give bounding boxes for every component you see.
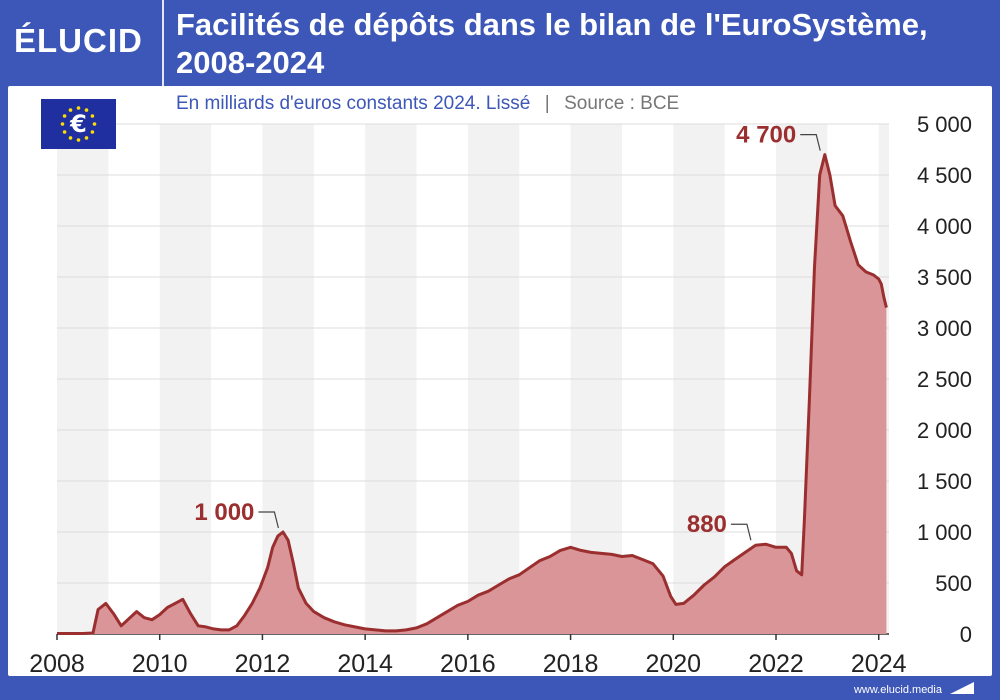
flag-star [90,114,95,118]
y-tick-label: 2 000 [917,418,972,443]
header-divider [162,0,164,86]
flag-star [62,114,67,118]
flag-star [84,136,89,140]
y-tick-label: 0 [960,622,972,647]
annotation-leader [800,134,821,151]
subtitle-source: Source : BCE [564,93,679,114]
flag-star [76,138,81,142]
annotation-label: 880 [687,511,727,538]
flag-star [76,106,81,110]
x-tick-label: 2012 [235,650,291,678]
x-tick-label: 2024 [851,650,907,678]
flag-star [68,136,73,140]
y-tick-label: 4 500 [917,163,972,188]
header: ÉLUCID Facilités de dépôts dans le bilan… [0,0,1000,86]
eu-flag-euro-icon: € [41,99,116,149]
annotation-leader [258,511,279,529]
y-tick-label: 1 500 [917,469,972,494]
series-line [57,153,888,635]
chart-title-line1: Facilités de dépôts dans le bilan de l'E… [176,7,928,42]
y-tick-label: 2 500 [917,367,972,392]
x-tick-label: 2008 [29,650,85,678]
x-tick-label: 2010 [132,650,188,678]
x-tick-label: 2016 [440,650,496,678]
gridlines [57,123,889,635]
x-tick-label: 2020 [645,650,701,678]
footer-url[interactable]: www.elucid.media [853,684,942,696]
y-tick-label: 4 000 [917,214,972,239]
y-tick-label: 3 500 [917,265,972,290]
x-tick-label: 2022 [748,650,804,678]
y-tick-label: 500 [935,571,972,596]
annotation-label: 1 000 [194,499,254,526]
flag-star [68,108,73,112]
x-tick-label: 2018 [543,650,599,678]
flag-star [60,122,65,126]
chart-title-line2: 2008-2024 [176,45,325,80]
subtitle-separator: | [545,93,550,114]
elucid-logo[interactable]: ÉLUCID [14,22,143,59]
annotations: 1 000 880 4 700 [194,122,821,541]
x-axis-ticks: 2008 2010 2012 2014 2016 2018 2020 2022 2024 [29,634,907,678]
annotation-leader [730,523,752,541]
flag-star [90,130,95,134]
annotation-label: 4 700 [736,122,796,149]
elucid-mark-icon [950,682,974,694]
subtitle-unit: En milliards d'euros constants 2024. Lis… [176,93,530,114]
y-tick-label: 3 000 [917,316,972,341]
svg-text:€: € [69,110,87,138]
chart-title: Facilités de dépôts dans le bilan de l'E… [176,6,986,82]
chart-subtitle: En milliards d'euros constants 2024. Lis… [176,93,679,114]
flag-star [92,122,97,126]
y-tick-label: 5 000 [917,112,972,137]
series-area [57,154,887,634]
series-layer [57,153,888,635]
x-tick-label: 2014 [337,650,393,678]
y-axis-ticks: 0 500 1 000 1 500 2 000 2 500 3 000 3 500 4 000 4… [917,112,972,647]
flag-star [84,108,89,112]
y-tick-label: 1 000 [917,520,972,545]
flag-star [62,130,67,134]
